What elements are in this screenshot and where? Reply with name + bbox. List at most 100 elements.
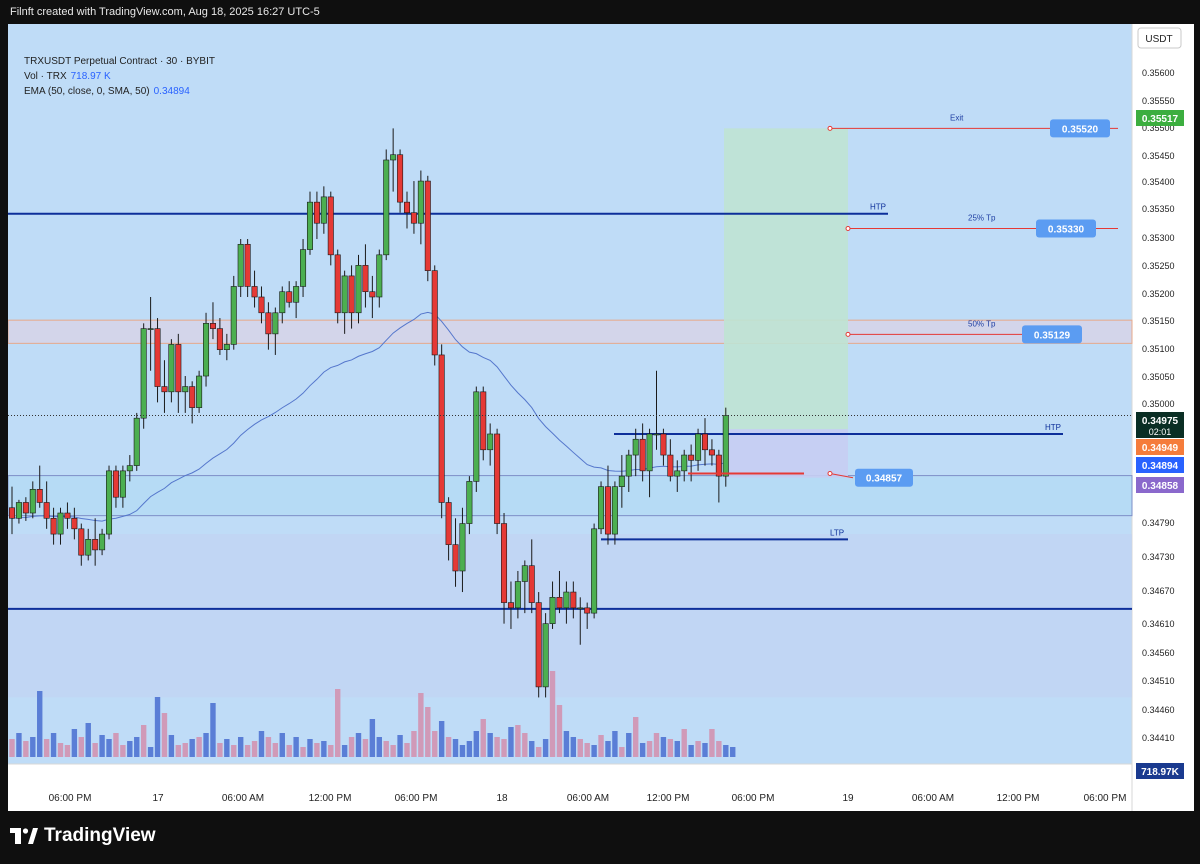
target-price-box-0	[1050, 119, 1110, 138]
y-tick-label: 0.34790	[1142, 518, 1175, 528]
volume-bar	[217, 743, 223, 757]
candle-body	[424, 180, 431, 271]
y-tick-label: 0.35600	[1142, 68, 1175, 78]
candle-body	[57, 512, 64, 535]
price-chart[interactable]: HTP HTP LTP Exit 0.35520 25% Tp 0.35330 50% Tp 0…	[8, 24, 1194, 811]
volume-bar	[653, 733, 660, 757]
candle-body	[293, 286, 300, 303]
y-tick-label: 0.35200	[1142, 289, 1175, 299]
candle-body	[376, 254, 383, 298]
y-tick-label: 0.34460	[1142, 705, 1175, 715]
candle-body	[334, 254, 341, 314]
candle-body	[722, 415, 729, 477]
candle-body	[8, 507, 16, 519]
candle-body	[251, 286, 258, 298]
volume-bar	[307, 739, 313, 757]
candle-body	[563, 591, 570, 609]
footer: TradingView	[0, 811, 1200, 864]
candle-body	[646, 433, 653, 472]
volume-bar	[369, 719, 376, 757]
y-tick-label: 0.35000	[1142, 399, 1175, 409]
volume-bar	[189, 739, 195, 757]
x-tick-label: 06:00 AM	[567, 793, 609, 804]
current-price-value: 0.34975	[1142, 416, 1179, 427]
volume-bar	[584, 743, 590, 757]
volume-bar	[64, 745, 71, 757]
volume-bar	[674, 741, 680, 757]
volume-bar	[383, 741, 389, 757]
candle-body	[154, 328, 161, 387]
stop-price-box	[855, 468, 913, 487]
volume-bar	[265, 737, 272, 757]
y-tick-label: 0.35350	[1142, 204, 1175, 214]
y-tick-label: 0.35300	[1142, 233, 1175, 243]
candle-body	[577, 607, 584, 610]
candle-body	[140, 328, 147, 419]
candle-body	[632, 438, 639, 456]
x-tick-label: 06:00 PM	[732, 793, 775, 804]
target-label-2: 50% Tp	[968, 319, 996, 328]
chart-frame[interactable]: HTP HTP LTP Exit 0.35520 25% Tp 0.35330 50% Tp 0…	[8, 24, 1194, 811]
chart-legend: TRXUSDT Perpetual Contract · 30 · BYBIT …	[24, 54, 219, 99]
target-price-2: 0.35129	[1034, 330, 1071, 341]
volume-bar	[702, 743, 708, 757]
candle-body	[404, 201, 411, 213]
candle-body	[161, 386, 168, 393]
vol-label: Vol · TRX	[24, 71, 67, 82]
x-tick-label: 06:00 PM	[1084, 793, 1127, 804]
candle-body	[660, 433, 667, 456]
price-tag-ema	[1136, 457, 1184, 473]
tradingview-logo-icon	[10, 828, 38, 844]
candle-body	[521, 565, 528, 582]
stop-connector	[829, 473, 854, 479]
target-dot-2	[845, 331, 851, 337]
volume-bar	[494, 737, 500, 757]
currency-box	[1137, 27, 1182, 49]
candle-body	[417, 180, 424, 224]
volume-bar	[556, 705, 563, 757]
volume-bar	[390, 745, 396, 757]
volume-bar	[175, 745, 182, 757]
y-tick-label: 0.35050	[1142, 372, 1175, 382]
volume-bar	[619, 747, 625, 757]
volume-bar	[210, 703, 216, 757]
price-tag-purple	[1136, 477, 1184, 493]
candle-body	[64, 512, 71, 519]
candle-body	[313, 201, 320, 224]
candle-body	[258, 296, 265, 314]
ema-line	[11, 311, 726, 522]
price-tag-label-ema: 0.34894	[1142, 461, 1179, 472]
volume-bar	[85, 723, 91, 757]
price-tag-orange	[1136, 439, 1184, 455]
price-tag-label-orange: 0.34949	[1142, 443, 1179, 454]
volume-bar	[168, 735, 175, 757]
tradingview-logo[interactable]: TradingView	[10, 825, 156, 847]
volume-bar	[626, 733, 632, 757]
volume-bar	[522, 733, 528, 757]
candle-body	[106, 470, 113, 535]
candle-body	[695, 433, 702, 461]
candle-body	[362, 265, 369, 293]
candle-body	[182, 386, 189, 393]
x-tick-label: 06:00 PM	[49, 793, 92, 804]
candle-body	[203, 323, 210, 377]
candle-body	[535, 602, 542, 688]
y-tick-label: 0.34670	[1142, 586, 1175, 596]
candle-body	[653, 433, 660, 436]
volume-bar	[113, 733, 119, 757]
y-tick-label: 0.34730	[1142, 552, 1175, 562]
candle-body	[341, 275, 348, 314]
volume-bar	[237, 737, 244, 757]
candle-body	[29, 489, 36, 514]
volume-bar	[37, 691, 43, 757]
volume-bar	[43, 739, 50, 757]
volume-bar	[570, 737, 577, 757]
volume-bar	[723, 745, 729, 757]
volume-bar	[515, 725, 521, 757]
chart-header: Filnft created with TradingView.com, Aug…	[0, 0, 1200, 24]
y-tick-label: 0.35400	[1142, 177, 1175, 187]
volume-bar	[286, 745, 292, 757]
x-tick-label: 06:00 PM	[395, 793, 438, 804]
candle-body	[22, 502, 29, 514]
candle-body	[327, 196, 334, 256]
